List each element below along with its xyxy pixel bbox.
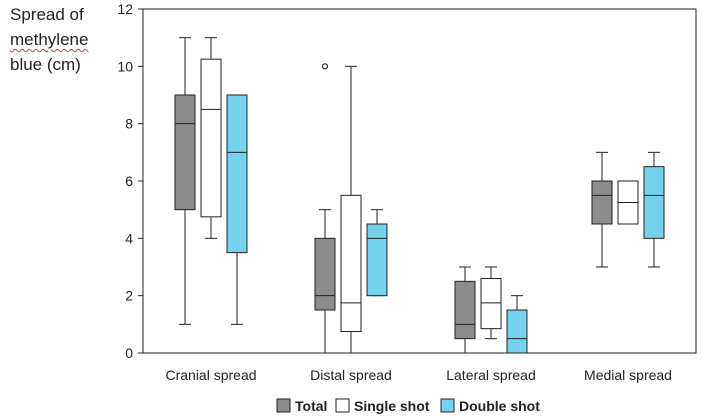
- x-axis-categories: Cranial spread Distal spread Lateral sprea…: [165, 367, 672, 383]
- y-tick-label-5: 10: [117, 58, 133, 74]
- iqr-box: [226, 94, 248, 254]
- iqr-box: [174, 94, 196, 211]
- box-lateral-single-shot: [480, 266, 502, 340]
- legend-label-total: Total: [295, 398, 327, 414]
- y-tick-label-4: 8: [125, 116, 133, 132]
- iqr-box: [506, 309, 528, 354]
- box-distal-double-shot: [366, 209, 388, 297]
- iqr-box: [340, 194, 362, 332]
- box-cranial-total: [174, 37, 196, 325]
- y-axis-label-line-3: blue (cm): [10, 55, 81, 74]
- box-medial-single-shot: [617, 180, 639, 225]
- legend-label-single-shot: Single shot: [354, 398, 430, 414]
- iqr-box: [643, 166, 665, 239]
- y-tick-label-0: 0: [125, 345, 133, 361]
- legend-label-double-shot: Double shot: [459, 398, 540, 414]
- iqr-box: [366, 223, 388, 297]
- box-lateral-total: [454, 266, 476, 354]
- iqr-box: [480, 277, 502, 330]
- y-axis-label: Spread of methylene blue (cm): [10, 2, 88, 77]
- iqr-box: [591, 180, 613, 225]
- box-cranial-single-shot: [200, 37, 222, 239]
- legend-swatch-total: [276, 398, 291, 413]
- y-tick-label-6: 12: [117, 1, 133, 17]
- category-label-medial: Medial spread: [584, 367, 672, 383]
- iqr-box: [200, 58, 222, 218]
- y-tick-label-2: 4: [125, 230, 133, 246]
- y-axis-ticks: 0 2 4 6 8 10 12: [117, 1, 143, 361]
- category-label-distal: Distal spread: [310, 367, 392, 383]
- y-tick-label-1: 2: [125, 288, 133, 304]
- box-groups: [174, 37, 665, 354]
- legend-swatch-double-shot: [440, 398, 455, 413]
- box-lateral-double-shot: [506, 295, 528, 354]
- iqr-box: [314, 237, 336, 311]
- legend-swatch-single-shot: [335, 398, 350, 413]
- outlier-point-0: [321, 63, 329, 70]
- legend: Total Single shot Double shot: [276, 398, 540, 414]
- box-medial-double-shot: [643, 151, 665, 268]
- box-cranial-double-shot: [226, 94, 248, 325]
- box-medial-total: [591, 151, 613, 268]
- box-distal-single-shot: [340, 65, 362, 354]
- box-distal-total: [314, 63, 336, 354]
- category-label-cranial: Cranial spread: [165, 367, 256, 383]
- y-axis-label-line-2: methylene: [10, 30, 89, 49]
- category-label-lateral: Lateral spread: [446, 367, 536, 383]
- iqr-box: [454, 280, 476, 340]
- y-tick-label-3: 6: [125, 173, 133, 189]
- plot-frame: [142, 8, 697, 354]
- y-axis-label-line-1: Spread of: [10, 5, 84, 24]
